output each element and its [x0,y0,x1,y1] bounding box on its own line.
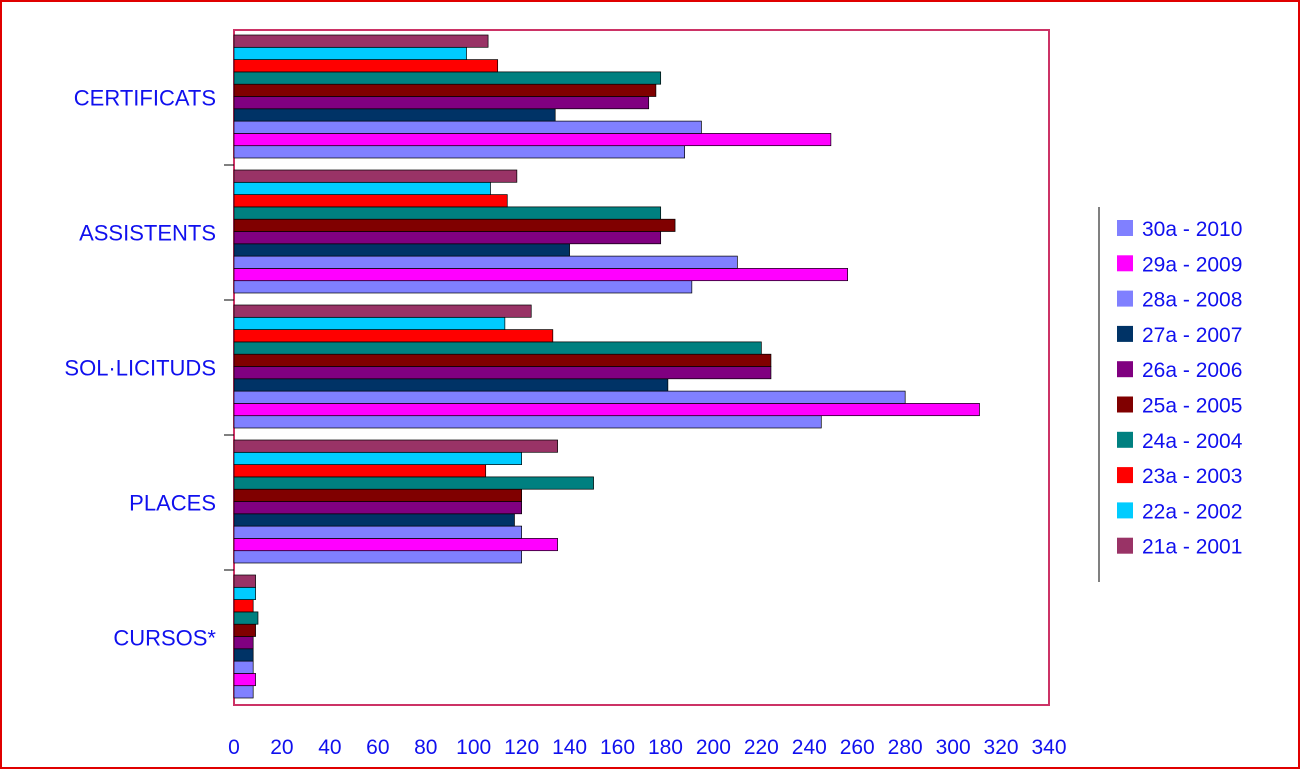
x-tick-label: 260 [840,736,875,759]
legend-label: 24a - 2004 [1142,430,1243,453]
bar [233,169,518,183]
bar [233,268,848,282]
bar [233,623,256,637]
legend-label: 28a - 2008 [1142,289,1242,312]
legend-swatch [1117,431,1133,448]
x-tick-label: 320 [984,736,1019,759]
bar [233,108,556,122]
bar [233,59,499,73]
legend-swatch [1117,325,1133,342]
bar [233,341,762,355]
x-tick-label: 160 [600,736,635,759]
bar [233,501,522,515]
bar [233,378,669,392]
bar [233,243,570,257]
bar [233,636,254,650]
category-label: CERTIFICATS [74,86,216,111]
x-tick-label: 280 [888,736,923,759]
bar [233,415,822,429]
x-axis-ticks: 0 20 40 60 80 100 120 140 160 180 200 220 240 260 280 3… [228,736,1066,759]
bar [233,464,487,478]
bars-group [233,34,980,699]
bar [233,525,522,539]
bar [233,280,693,294]
bar [233,648,254,662]
bar [233,685,254,699]
category-label: PLACES [129,491,216,516]
legend-swatch [1117,467,1133,484]
bar [233,96,650,110]
bar [233,451,522,465]
bar [233,673,256,687]
x-tick-label: 100 [456,736,491,759]
category-label: ASSISTENTS [79,221,216,246]
bar [233,133,832,147]
legend-label: 22a - 2002 [1142,500,1242,523]
bar [233,439,558,453]
bar [233,83,657,97]
legend: 30a - 2010 29a - 2009 28a - 2008 27a - 2007… [1117,218,1243,559]
bar [233,476,594,490]
bar [233,366,772,380]
x-tick-label: 220 [744,736,779,759]
legend-swatch [1117,396,1133,413]
bar [233,403,980,417]
bar [233,353,772,367]
category-label: SOL·LICITUDS [64,356,216,381]
legend-swatch [1117,220,1133,236]
legend-swatch [1117,255,1133,272]
legend-swatch [1117,361,1133,378]
bar [233,71,662,85]
x-tick-label: 0 [228,736,240,759]
category-label: CURSOS* [113,626,216,651]
x-tick-label: 240 [792,736,827,759]
category-labels: CERTIFICATS ASSISTENTS SOL·LICITUDS PLACES C… [64,86,234,651]
bar [233,538,558,552]
x-tick-label: 180 [648,736,683,759]
bar [233,660,254,674]
legend-label: 29a - 2009 [1142,253,1242,276]
x-tick-label: 40 [318,736,341,759]
bar [233,46,467,60]
bar [233,255,738,269]
bar [233,586,256,600]
legend-label: 25a - 2005 [1142,395,1242,418]
x-tick-label: 120 [504,736,539,759]
bar [233,611,259,625]
bar [233,34,489,48]
bar [233,304,532,318]
legend-label: 21a - 2001 [1142,536,1242,559]
bar [233,574,256,588]
x-tick-label: 20 [270,736,293,759]
bar [233,218,676,232]
x-tick-label: 60 [366,736,389,759]
legend-label: 30a - 2010 [1142,218,1242,241]
bar [233,231,662,245]
x-tick-label: 340 [1031,736,1066,759]
legend-swatch [1117,502,1133,519]
bar [233,513,515,527]
x-tick-label: 80 [414,736,437,759]
bar [233,316,506,330]
legend-label: 23a - 2003 [1142,465,1242,488]
legend-swatch [1117,290,1133,307]
bar [233,550,522,564]
bar [233,145,685,159]
legend-label: 27a - 2007 [1142,324,1242,347]
x-tick-label: 200 [696,736,731,759]
x-tick-label: 300 [936,736,971,759]
x-tick-label: 140 [552,736,587,759]
legend-swatch [1117,537,1133,554]
bar [233,599,254,613]
bar [233,181,491,195]
bar [233,488,522,502]
bar [233,194,508,208]
legend-label: 26a - 2006 [1142,359,1242,382]
bar [233,206,662,220]
bar [233,390,906,404]
bar [233,120,702,134]
bar [233,329,554,343]
